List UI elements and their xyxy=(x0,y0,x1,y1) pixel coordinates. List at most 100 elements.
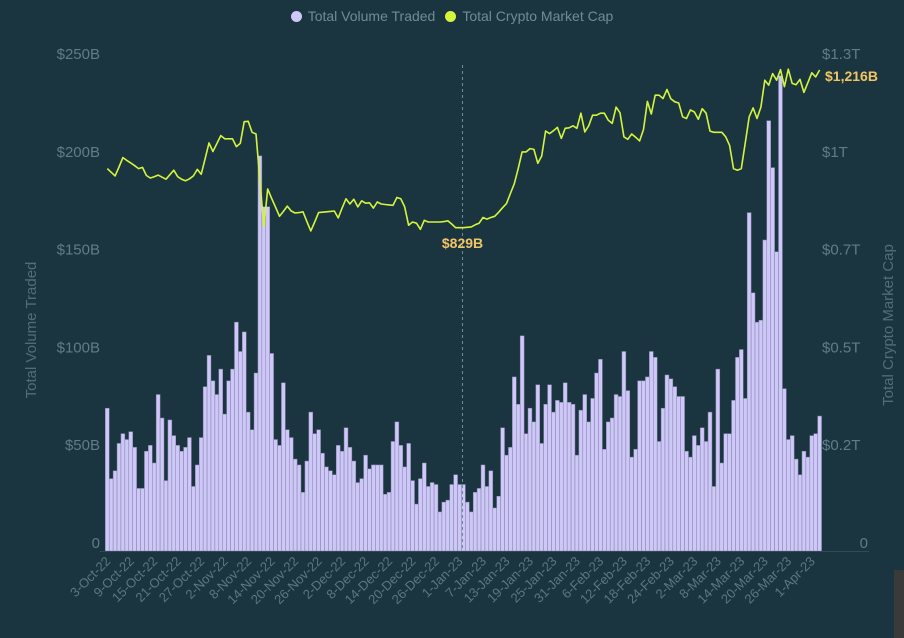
volume-bar[interactable] xyxy=(688,456,693,552)
volume-bar[interactable] xyxy=(367,468,372,552)
volume-bar[interactable] xyxy=(390,441,396,552)
volume-bar[interactable] xyxy=(320,452,325,552)
volume-bar[interactable] xyxy=(480,464,486,552)
volume-bar[interactable] xyxy=(703,441,709,552)
volume-bar[interactable] xyxy=(191,486,196,552)
volume-bar[interactable] xyxy=(265,206,270,552)
volume-bar[interactable] xyxy=(743,398,748,552)
volume-bar[interactable] xyxy=(782,388,787,552)
volume-bar[interactable] xyxy=(786,439,791,552)
volume-bar[interactable] xyxy=(484,486,490,552)
volume-bar[interactable] xyxy=(273,439,278,552)
volume-bar[interactable] xyxy=(449,484,454,552)
volume-bar[interactable] xyxy=(793,458,799,552)
volume-bar[interactable] xyxy=(105,407,110,552)
volume-bar[interactable] xyxy=(574,454,580,552)
volume-bar[interactable] xyxy=(187,437,192,552)
volume-bar[interactable] xyxy=(465,501,470,552)
volume-bar[interactable] xyxy=(206,355,212,552)
volume-bar[interactable] xyxy=(598,359,603,552)
volume-bar[interactable] xyxy=(805,456,811,552)
volume-bar[interactable] xyxy=(641,380,646,552)
volume-bar[interactable] xyxy=(382,494,388,552)
volume-bar[interactable] xyxy=(609,417,615,552)
volume-bar[interactable] xyxy=(668,378,674,552)
volume-bar[interactable] xyxy=(512,376,517,552)
volume-bar[interactable] xyxy=(277,445,282,552)
volume-bar[interactable] xyxy=(621,351,627,552)
volume-bar[interactable] xyxy=(253,372,259,552)
volume-bar[interactable] xyxy=(699,427,705,552)
volume-bar[interactable] xyxy=(504,454,509,552)
volume-bar[interactable] xyxy=(551,411,556,552)
volume-bar[interactable] xyxy=(590,398,595,552)
volume-bar[interactable] xyxy=(171,435,177,552)
volume-bar[interactable] xyxy=(124,439,130,552)
volume-bar[interactable] xyxy=(195,464,200,552)
volume-bar[interactable] xyxy=(770,167,775,552)
volume-bar[interactable] xyxy=(758,319,764,552)
volume-bar[interactable] xyxy=(508,447,513,552)
volume-bar[interactable] xyxy=(555,400,560,552)
volume-bar[interactable] xyxy=(754,321,760,552)
volume-bar[interactable] xyxy=(198,437,204,552)
volume-bar[interactable] xyxy=(570,404,576,552)
volume-bar[interactable] xyxy=(766,120,771,552)
volume-bar[interactable] xyxy=(809,435,814,552)
volume-bar[interactable] xyxy=(566,402,572,552)
volume-bar[interactable] xyxy=(128,431,133,552)
volume-bar[interactable] xyxy=(339,450,345,552)
volume-bar[interactable] xyxy=(328,470,333,552)
volume-bar[interactable] xyxy=(586,421,591,552)
volume-bar[interactable] xyxy=(144,450,149,552)
volume-bar[interactable] xyxy=(437,511,443,552)
volume-bar[interactable] xyxy=(813,433,818,552)
volume-bar[interactable] xyxy=(175,445,180,552)
volume-bar[interactable] xyxy=(394,421,400,552)
volume-bar[interactable] xyxy=(476,488,482,552)
volume-bar[interactable] xyxy=(457,484,462,552)
volume-bar[interactable] xyxy=(637,380,642,552)
volume-bar[interactable] xyxy=(304,460,310,552)
volume-bar[interactable] xyxy=(230,368,235,552)
volume-bar[interactable] xyxy=(680,396,685,552)
volume-bar[interactable] xyxy=(379,464,384,552)
volume-bar[interactable] xyxy=(472,492,478,552)
volume-bar[interactable] xyxy=(155,394,161,552)
volume-bar[interactable] xyxy=(613,394,619,552)
volume-bar[interactable] xyxy=(202,386,208,552)
volume-bar[interactable] xyxy=(445,499,450,552)
volume-bar[interactable] xyxy=(562,382,568,552)
volume-bar[interactable] xyxy=(120,433,126,552)
legend-item-market-cap[interactable]: Total Crypto Market Cap xyxy=(445,8,613,24)
volume-bar[interactable] xyxy=(343,427,349,552)
volume-bar[interactable] xyxy=(578,409,584,552)
volume-bar[interactable] xyxy=(649,351,654,552)
volume-bar[interactable] xyxy=(739,349,744,552)
volume-bar[interactable] xyxy=(750,292,756,552)
volume-bar[interactable] xyxy=(245,411,251,552)
volume-bar[interactable] xyxy=(422,462,427,552)
volume-bar[interactable] xyxy=(801,450,807,552)
volume-bar[interactable] xyxy=(547,384,552,552)
volume-bar[interactable] xyxy=(285,429,290,552)
volume-bar[interactable] xyxy=(410,480,415,552)
volume-bar[interactable] xyxy=(222,413,227,552)
volume-bar[interactable] xyxy=(656,441,662,552)
volume-bar[interactable] xyxy=(707,411,713,552)
volume-bar[interactable] xyxy=(116,443,122,552)
volume-bar[interactable] xyxy=(606,421,611,552)
volume-bar[interactable] xyxy=(214,394,220,552)
volume-bar[interactable] xyxy=(308,411,313,552)
volume-bar[interactable] xyxy=(559,402,564,552)
volume-bar[interactable] xyxy=(316,429,321,552)
volume-bar[interactable] xyxy=(355,482,360,552)
volume-bar[interactable] xyxy=(257,155,263,552)
volume-bar[interactable] xyxy=(351,460,357,552)
volume-bar[interactable] xyxy=(312,433,317,552)
volume-bar[interactable] xyxy=(684,450,689,552)
volume-bar[interactable] xyxy=(418,478,423,552)
volume-bar[interactable] xyxy=(148,445,153,552)
volume-bar[interactable] xyxy=(696,445,701,552)
volume-bar[interactable] xyxy=(582,394,587,552)
